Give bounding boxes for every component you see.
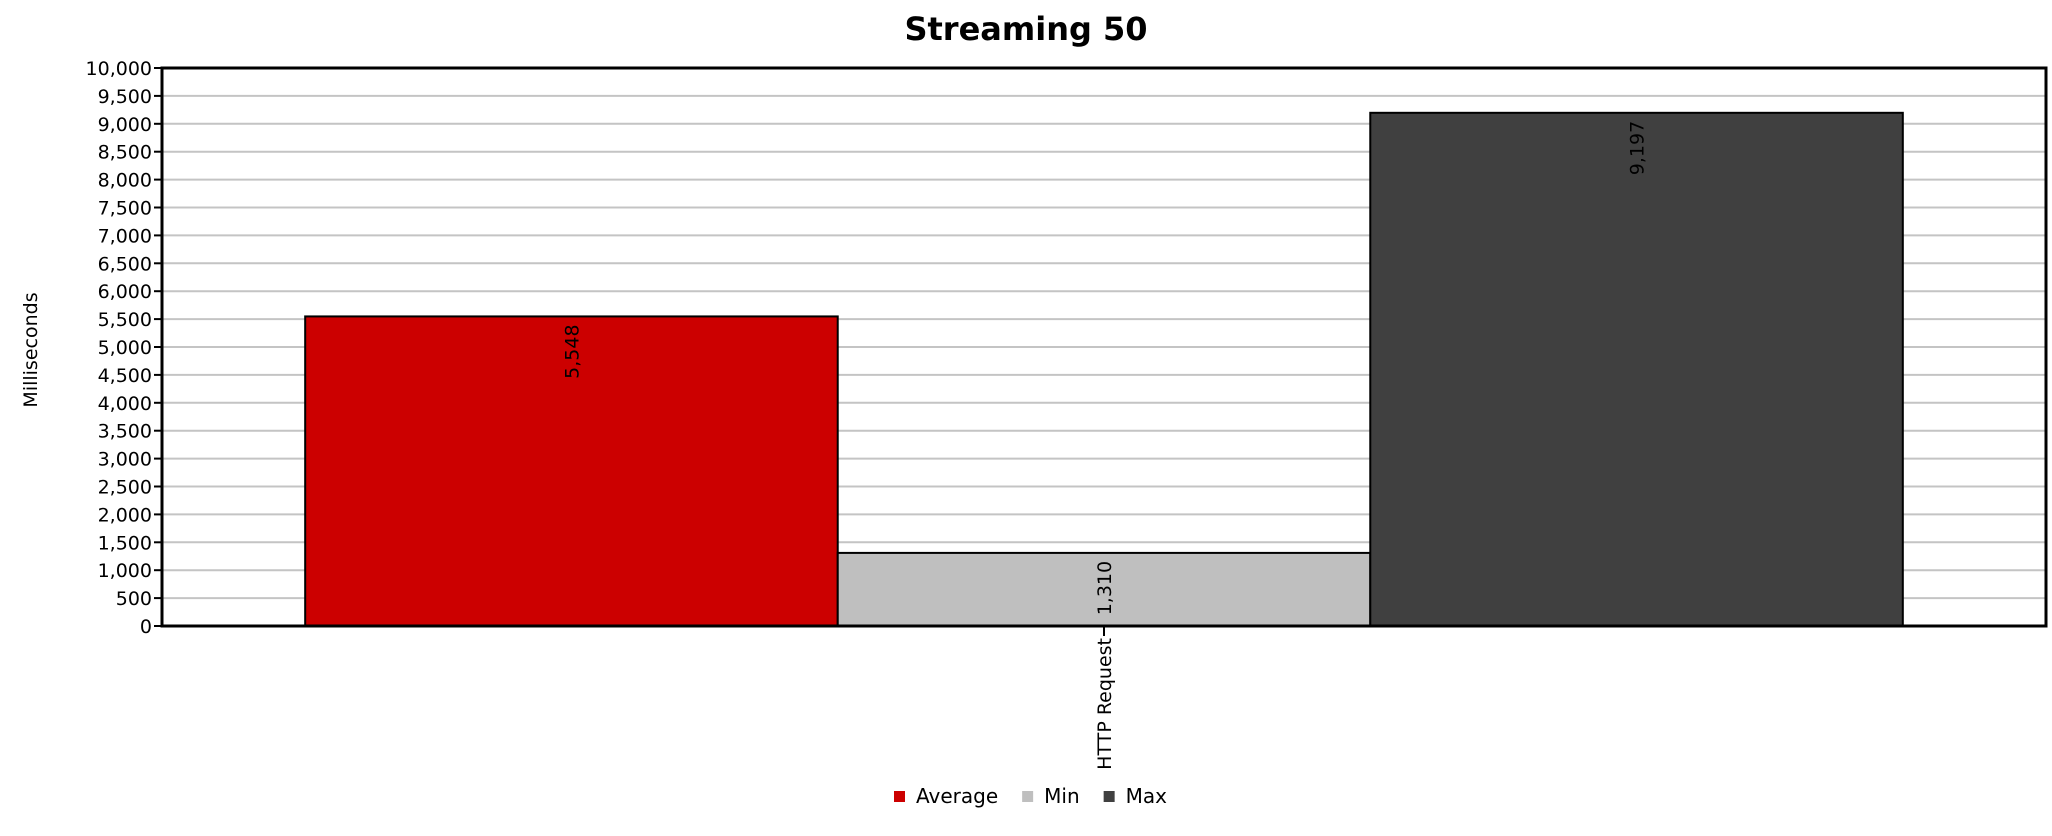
x-category-label: HTTP Request: [1094, 638, 1116, 770]
y-tick-label: 5,000: [98, 337, 152, 359]
y-axis-ticks: 0 500 1,000 1,500 2,000 2,500 3,000 3,500 4,000 4…: [86, 58, 162, 638]
y-tick-label: 4,500: [98, 365, 152, 387]
data-label-min: 1,310: [1094, 561, 1116, 615]
y-axis-label: Milliseconds: [20, 292, 42, 407]
bars: 5,548 1,310 9,197: [304, 111, 1904, 628]
chart-title: Streaming 50: [904, 10, 1147, 48]
y-tick-label: 4,000: [98, 393, 152, 415]
y-tick-label: 6,000: [98, 281, 152, 303]
y-tick-label: 2,000: [98, 504, 152, 526]
y-tick-label: 9,500: [98, 86, 152, 108]
y-tick-label: 3,000: [98, 449, 152, 471]
y-tick-label: 9,000: [98, 114, 152, 136]
legend-swatch-min: [1022, 791, 1034, 802]
y-tick-label: 500: [116, 588, 152, 610]
legend-label-max: Max: [1126, 784, 1168, 808]
bar-min: [836, 551, 1372, 627]
y-tick-label: 8,500: [98, 142, 152, 164]
legend-swatch-max: [1103, 791, 1115, 802]
data-label-max: 9,197: [1627, 121, 1649, 175]
y-tick-label: 6,500: [98, 253, 152, 275]
y-tick-label: 8,000: [98, 170, 152, 192]
data-label-average: 5,548: [561, 324, 583, 378]
y-tick-label: 2,500: [98, 477, 152, 499]
legend-label-min: Min: [1044, 784, 1080, 808]
y-tick-label: 0: [140, 616, 152, 638]
bar-max: [1369, 111, 1904, 628]
y-tick-label: 3,500: [98, 421, 152, 443]
y-tick-label: 1,000: [98, 560, 152, 582]
legend-label-average: Average: [916, 784, 998, 808]
y-tick-label: 10,000: [86, 58, 152, 80]
y-tick-label: 7,000: [98, 225, 152, 247]
y-tick-label: 7,500: [98, 198, 152, 220]
bar-average: [304, 315, 839, 627]
legend: Average Min Max: [894, 784, 1167, 808]
legend-swatch-average: [894, 791, 905, 802]
x-axis-categories: HTTP Request: [1094, 626, 1116, 770]
y-tick-label: 5,500: [98, 309, 152, 331]
y-tick-label: 1,500: [98, 532, 152, 554]
